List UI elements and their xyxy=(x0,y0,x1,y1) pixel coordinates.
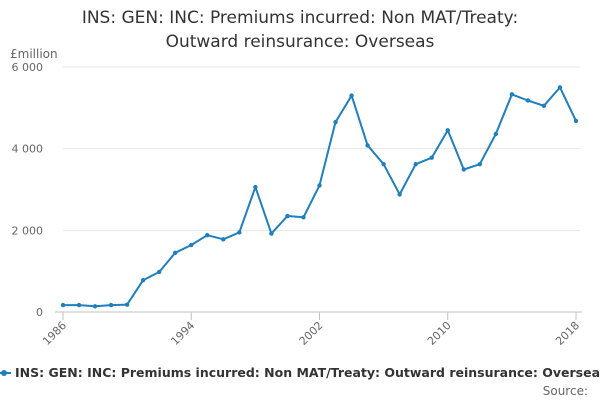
data-point xyxy=(140,277,146,283)
legend[interactable]: INS: GEN: INC: Premiums incurred: Non MA… xyxy=(0,363,600,383)
chart-title-line-2: Outward reinsurance: Overseas xyxy=(165,32,435,52)
gridlines xyxy=(63,66,580,231)
data-point xyxy=(525,98,531,103)
data-point xyxy=(413,161,418,167)
chart-title-line-1: INS: GEN: INC: Premiums incurred: Non MA… xyxy=(81,8,519,28)
x-tick-label: 2018 xyxy=(553,319,582,348)
legend-swatch-icon xyxy=(0,363,11,383)
x-tick-label: 2010 xyxy=(425,319,454,348)
y-axis-ticks: 0 2 000 4 000 6 000 xyxy=(12,61,44,319)
y-tick-label: 2 000 xyxy=(12,224,44,237)
data-point xyxy=(108,302,114,308)
data-point xyxy=(189,242,194,248)
x-axis: 1986 1994 2002 2010 2018 xyxy=(40,311,582,348)
data-point xyxy=(461,167,466,172)
data-point xyxy=(60,302,66,308)
data-point xyxy=(124,302,130,307)
data-point xyxy=(333,119,338,125)
data-point xyxy=(253,184,258,190)
data-point xyxy=(156,269,162,275)
data-point xyxy=(509,92,515,97)
data-point xyxy=(557,85,563,90)
data-point xyxy=(397,192,402,197)
y-tick-label: 4 000 xyxy=(12,143,44,156)
legend-swatch-dot xyxy=(1,370,7,376)
x-tick-label: 2002 xyxy=(297,319,326,348)
data-point xyxy=(365,143,370,148)
data-point xyxy=(493,131,499,137)
data-point xyxy=(221,237,226,242)
data-point xyxy=(381,161,386,167)
data-point xyxy=(92,304,98,309)
data-point xyxy=(285,213,290,219)
source-label: Source: xyxy=(542,384,588,398)
series-line xyxy=(62,86,577,308)
series-layer xyxy=(60,85,579,309)
data-point xyxy=(237,230,242,235)
data-point xyxy=(301,215,306,220)
data-point xyxy=(477,161,483,167)
x-tick-label: 1994 xyxy=(168,319,197,348)
data-point xyxy=(205,233,210,238)
x-tick-label: 1986 xyxy=(40,319,69,348)
y-axis-title: £million xyxy=(10,47,58,61)
y-tick-label: 6 000 xyxy=(12,61,44,74)
data-point xyxy=(76,302,82,308)
y-tick-label: 0 xyxy=(36,306,43,319)
data-point xyxy=(269,231,274,236)
legend-label: INS: GEN: INC: Premiums incurred: Non MA… xyxy=(15,365,600,380)
data-point xyxy=(429,155,434,160)
data-point xyxy=(349,93,354,98)
data-point xyxy=(541,103,547,108)
data-point xyxy=(173,250,178,255)
data-point xyxy=(573,118,579,124)
data-point xyxy=(317,183,322,188)
data-point xyxy=(445,128,450,133)
